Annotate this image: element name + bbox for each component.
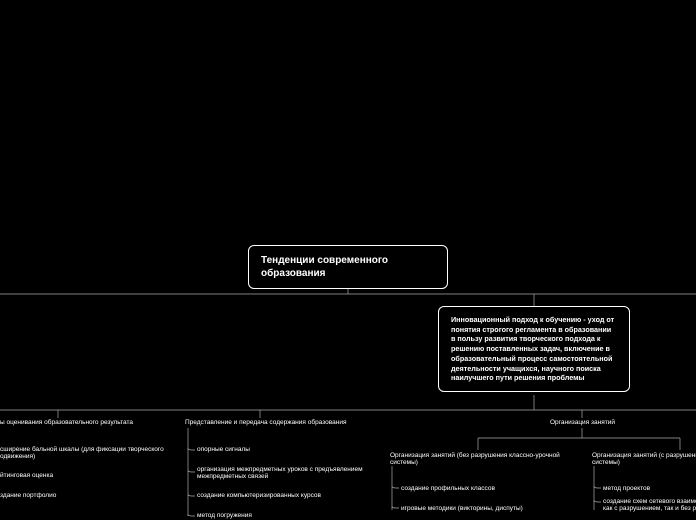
- cat2-item-4[interactable]: метод погружения: [197, 512, 377, 519]
- cat3a-item-2[interactable]: игровые методики (викторины, диспуты): [401, 505, 571, 512]
- cat2-item-1[interactable]: опорные сигналы: [197, 446, 377, 453]
- mindmap-canvas: Тенденции современного образования Иннов…: [0, 0, 696, 520]
- root-node[interactable]: Тенденции современного образования: [248, 245, 448, 289]
- innovation-node[interactable]: Инновационный подход к обучению - уход о…: [438, 306, 630, 392]
- cat3a-title[interactable]: Организация занятий (без разрушения клас…: [390, 452, 570, 466]
- cat3b-title[interactable]: Организация занятий (с разрушение систем…: [592, 452, 696, 466]
- root-label: Тенденции современного образования: [261, 255, 388, 279]
- cat3b-item-2[interactable]: создание схем сетевого взаимод как с раз…: [603, 498, 696, 512]
- cat3-title[interactable]: Организация занятий: [550, 419, 670, 426]
- cat1-item-3[interactable]: здание портфолио: [0, 492, 165, 499]
- cat2-item-2[interactable]: организация межпредметных уроков с предъ…: [197, 466, 377, 480]
- cat1-title[interactable]: ы оценивания образовательного результата: [0, 419, 160, 426]
- cat2-title[interactable]: Представление и передача содержания обра…: [185, 419, 375, 426]
- cat3b-item-1[interactable]: метод проектов: [603, 485, 696, 492]
- cat2-item-3[interactable]: создание компьютеризированных курсов: [197, 492, 377, 499]
- innovation-label: Инновационный подход к обучению - уход о…: [451, 315, 614, 382]
- cat1-item-1[interactable]: сширение бальной шкалы (для фиксации тво…: [0, 446, 165, 460]
- cat1-item-2[interactable]: йтинговая оценка: [0, 472, 165, 479]
- cat3a-item-1[interactable]: создание профильных классов: [401, 485, 571, 492]
